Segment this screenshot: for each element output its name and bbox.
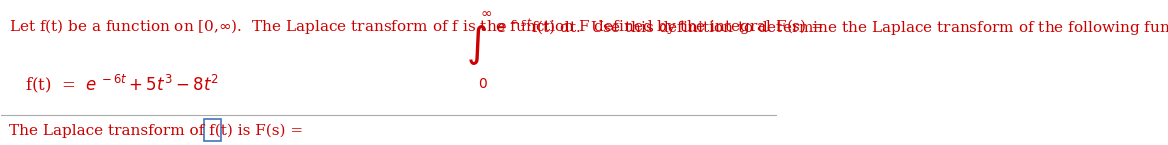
Text: Let f(t) be a function on [0,$\infty$).  The Laplace transform of f is the funct: Let f(t) be a function on [0,$\infty$). … [9, 18, 826, 37]
Text: f(t)  =  $e^{\,-6t}+5t^{3}-8t^{2}$: f(t) = $e^{\,-6t}+5t^{3}-8t^{2}$ [25, 73, 218, 95]
Text: $\int$: $\int$ [466, 22, 487, 67]
Text: The Laplace transform of f(t) is F(s) =: The Laplace transform of f(t) is F(s) = [9, 124, 304, 138]
Text: $\infty$: $\infty$ [480, 6, 493, 20]
FancyBboxPatch shape [204, 119, 222, 141]
Text: $0$: $0$ [478, 77, 487, 91]
Text: $e^{\,-st}$f(t) dt.  Use this definition to determine the Laplace transform of t: $e^{\,-st}$f(t) dt. Use this definition … [496, 16, 1168, 38]
